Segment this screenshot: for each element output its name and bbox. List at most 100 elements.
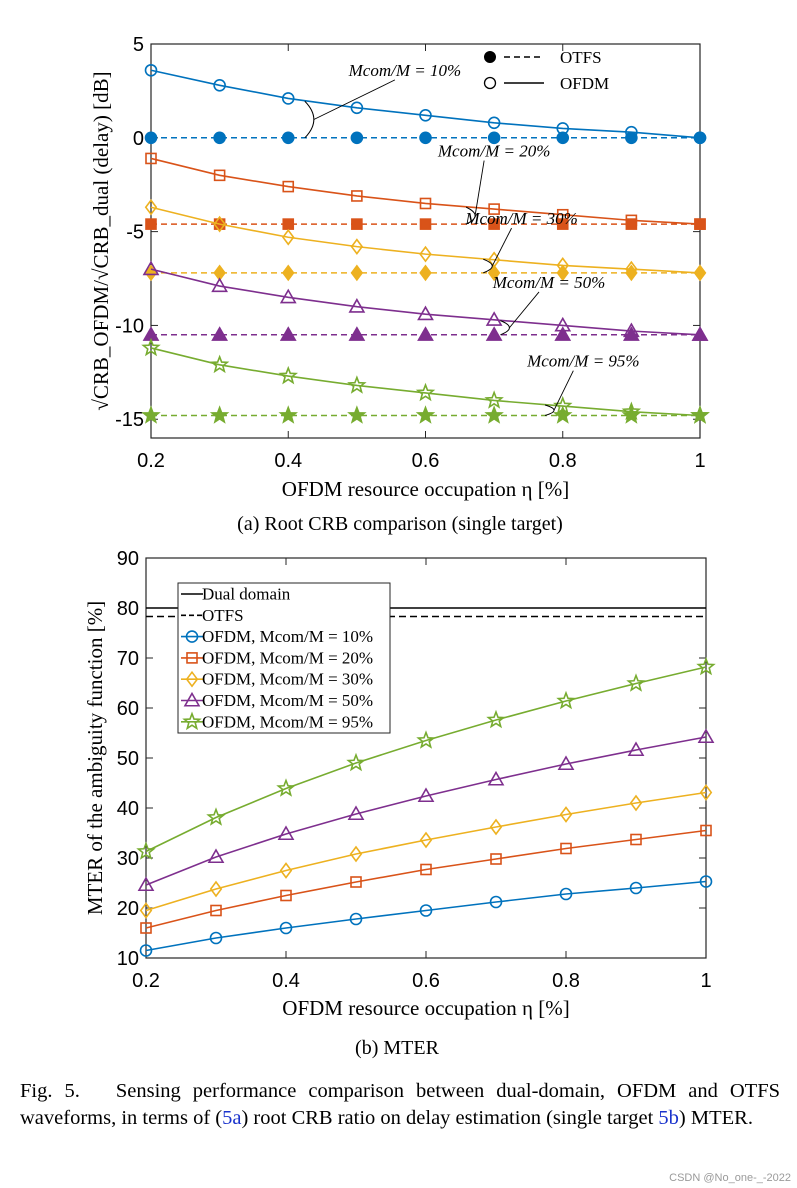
data-point (349, 912, 363, 926)
y-tick-label: 5 (133, 34, 144, 56)
legend-box (177, 582, 391, 734)
series-group (141, 337, 710, 424)
ofdm-point (348, 298, 366, 313)
otfs-point (282, 264, 295, 282)
otfs-point (485, 326, 503, 341)
series-line (145, 736, 707, 886)
annotation-label: Mcom/M = 10% (348, 61, 462, 80)
annotation-label: Mcom/M = 30% (464, 209, 578, 228)
data-point (136, 841, 156, 860)
ofdm-point (278, 365, 299, 385)
otfs-point (415, 405, 436, 424)
data-point (140, 922, 152, 934)
legend-ofdm-marker (483, 76, 497, 90)
data-point (556, 690, 576, 710)
caption-ref-5b-link[interactable]: 5b (658, 1107, 679, 1129)
otfs-point (419, 131, 432, 145)
y-tick-label: 50 (117, 748, 139, 770)
data-point (557, 755, 575, 771)
axes-box (150, 43, 701, 439)
otfs-point (282, 218, 295, 230)
otfs-point (552, 405, 573, 424)
ofdm-point (415, 382, 436, 402)
ofdm-point (145, 152, 157, 165)
data-point (350, 876, 362, 888)
otfs-point (690, 405, 710, 424)
ofdm-point (144, 198, 158, 216)
data-point (206, 807, 226, 826)
ofdm-point (351, 190, 363, 202)
y-tick-label: 80 (117, 598, 139, 620)
ofdm-point (488, 203, 500, 215)
x-tick-label: 0.4 (272, 970, 300, 992)
y-tick-label: 0 (133, 128, 144, 150)
series-group (142, 260, 709, 341)
x-tick-label: 0.6 (412, 970, 440, 992)
otfs-point (488, 218, 500, 230)
y-tick-label: 70 (117, 648, 139, 670)
ofdm-point (209, 354, 230, 374)
watermark: CSDN @No_one-_-2022 (669, 1172, 791, 1184)
otfs-point (213, 131, 226, 145)
ofdm-point (142, 260, 160, 276)
data-point (346, 752, 366, 772)
legend-label: Dual domain (202, 585, 291, 604)
data-point (700, 824, 712, 837)
caption-ref-5a-link[interactable]: 5a (222, 1107, 242, 1129)
y-tick-label: 60 (117, 698, 139, 720)
y-tick-label: -15 (115, 409, 144, 431)
chart-b-mter: 0.2 0.4 0.6 0.8 1 90 80 70 60 50 40 30 20 10 Dual doma… (83, 548, 716, 1059)
otfs-point (625, 264, 638, 282)
otfs-point (625, 218, 638, 230)
data-point (277, 825, 295, 841)
ofdm-line (150, 268, 701, 336)
otfs-point (484, 405, 504, 424)
otfs-point (144, 131, 158, 145)
series-line (145, 829, 707, 929)
series-group (145, 152, 706, 230)
annotation-bracket (304, 100, 315, 139)
data-point (697, 728, 715, 744)
legend-marker (185, 670, 199, 688)
otfs-point (347, 405, 367, 424)
otfs-point (625, 131, 638, 145)
annotation-leader (553, 370, 574, 411)
ofdm-point (282, 180, 295, 193)
ofdm-point (213, 169, 226, 182)
x-tick-label: 0.6 (412, 450, 440, 472)
ofdm-point (417, 305, 434, 321)
otfs-point (209, 405, 230, 424)
legend-marker (183, 691, 201, 707)
data-point (139, 902, 153, 919)
otfs-point (419, 264, 432, 282)
annotation-leader (491, 227, 512, 267)
ofdm-point (350, 101, 364, 115)
data-point (420, 863, 432, 876)
otfs-point (556, 218, 569, 230)
otfs-point (693, 264, 707, 282)
ofdm-line (150, 206, 701, 274)
otfs-point (351, 218, 363, 230)
series-group (140, 824, 712, 934)
y-tick-label: 10 (117, 948, 139, 970)
otfs-point (141, 405, 161, 424)
ofdm-line (150, 157, 701, 225)
ofdm-point (347, 375, 367, 394)
otfs-point (417, 326, 434, 341)
data-point (209, 931, 223, 945)
ofdm-point (350, 238, 364, 255)
x-tick-label: 1 (700, 970, 711, 992)
series-group (144, 198, 707, 282)
legend-otfs-marker (484, 51, 496, 63)
caption-fig-label: Fig. 5. (20, 1080, 80, 1102)
otfs-point (350, 131, 364, 145)
data-point (699, 784, 713, 801)
caption-text-3: ) MTER. (678, 1107, 753, 1129)
data-point (629, 881, 643, 895)
data-point (416, 730, 436, 749)
otfs-point (487, 131, 501, 145)
data-point (559, 887, 573, 901)
legend-ofdm-label: OFDM (560, 74, 609, 93)
annotation-bracket (500, 320, 510, 336)
